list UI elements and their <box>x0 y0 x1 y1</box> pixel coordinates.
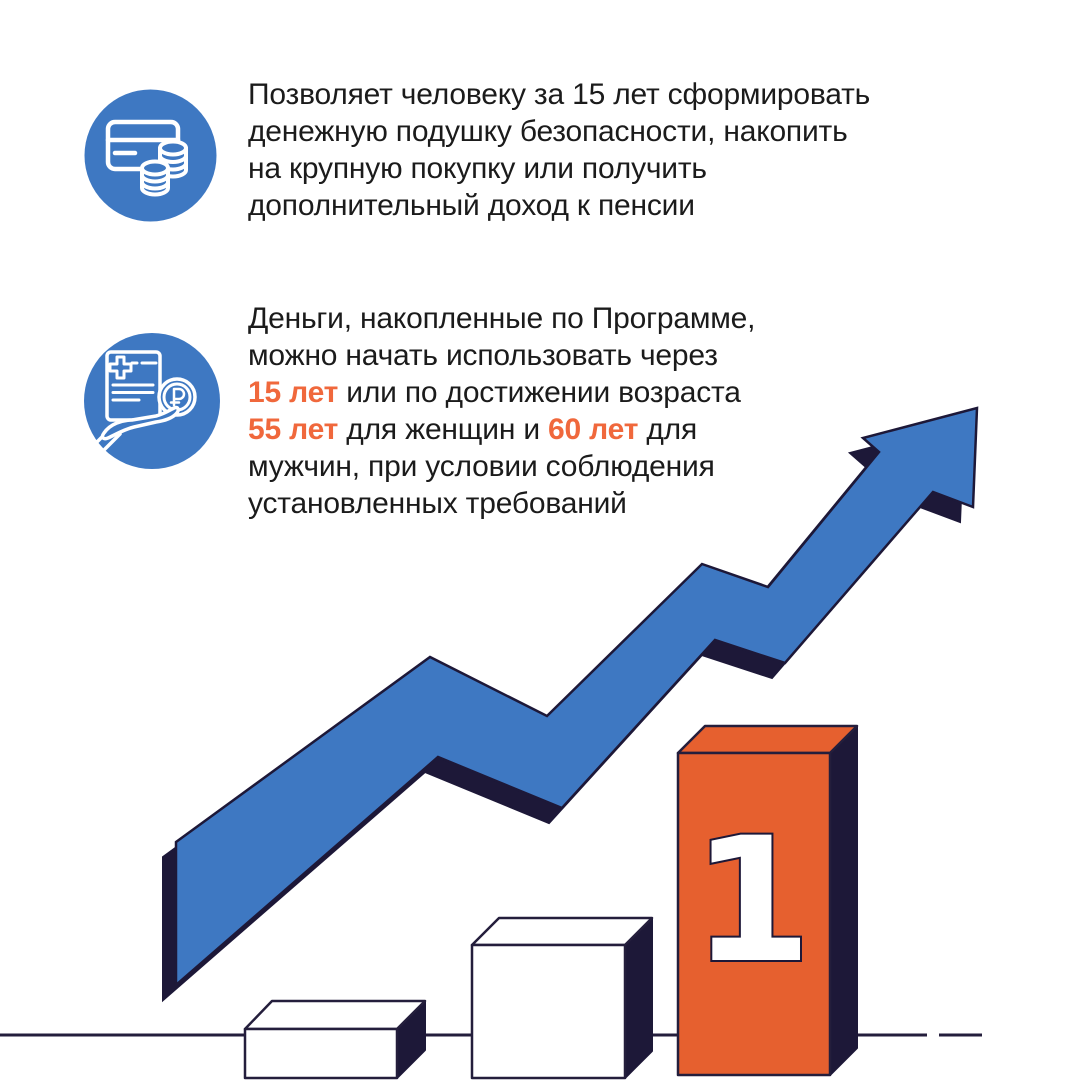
document-glyph <box>105 350 162 422</box>
ruble-coin-glyph <box>157 377 197 417</box>
podium-block-medium <box>470 916 654 1080</box>
card-coins-icon <box>83 88 218 223</box>
podium-block-small <box>243 999 427 1080</box>
rank-1-label: 1 <box>692 800 812 1001</box>
document-ruble-hand-icon <box>82 330 222 472</box>
hand-glyph <box>92 405 180 454</box>
benefit-text: Позволяет человеку за 15 лет сформироват… <box>248 78 871 222</box>
terms-text: Деньги, накопленные по Программе, можно н… <box>248 302 756 520</box>
growth-arrow <box>162 406 979 1003</box>
growth-arrow-body <box>174 406 979 988</box>
coins-glyph <box>140 139 188 197</box>
podium-block-first: 1 <box>676 724 859 1077</box>
